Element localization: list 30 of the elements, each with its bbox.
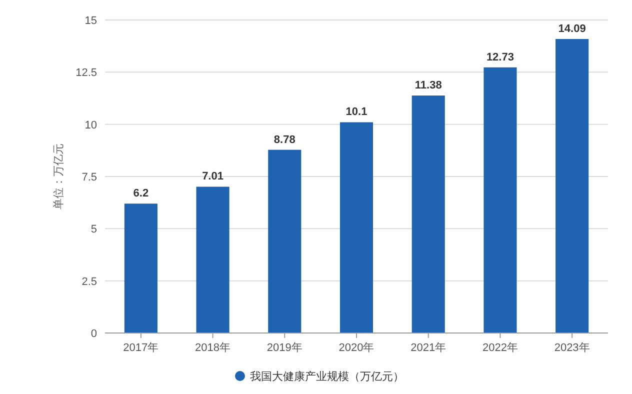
x-tick-label: 2017年	[123, 342, 159, 354]
data-label: 6.2	[133, 188, 149, 200]
data-label: 7.01	[202, 170, 224, 183]
data-label: 8.78	[274, 134, 296, 146]
bar	[412, 96, 445, 333]
y-tick-label: 2.5	[82, 276, 97, 288]
bar	[124, 204, 158, 333]
y-tick-label: 0	[90, 328, 97, 340]
bar	[340, 122, 374, 333]
bar	[484, 67, 517, 333]
data-label: 12.73	[486, 51, 514, 64]
y-axis-title: 单位：万亿元	[52, 144, 65, 210]
x-tick-label: 2021年	[410, 342, 446, 354]
y-tick-label: 7.5	[82, 172, 97, 184]
x-tick-label: 2020年	[338, 342, 374, 354]
bar	[556, 38, 589, 333]
data-label: 14.09	[558, 22, 586, 35]
y-tick-label: 5	[90, 224, 97, 236]
x-tick-label: 2018年	[195, 342, 231, 354]
y-tick-label: 15	[84, 15, 97, 27]
y-tick-label: 10	[84, 119, 97, 132]
x-tick-label: 2022年	[482, 342, 518, 354]
bar	[196, 186, 230, 333]
data-label: 11.38	[414, 80, 442, 92]
x-tick-label: 2019年	[266, 342, 302, 354]
data-label: 10.1	[346, 106, 368, 118]
x-tick-label: 2023年	[554, 342, 590, 354]
y-tick-label: 12.5	[76, 67, 97, 80]
legend-label: 我国大健康产业规模（万亿元）	[250, 370, 404, 383]
bar	[268, 150, 302, 333]
